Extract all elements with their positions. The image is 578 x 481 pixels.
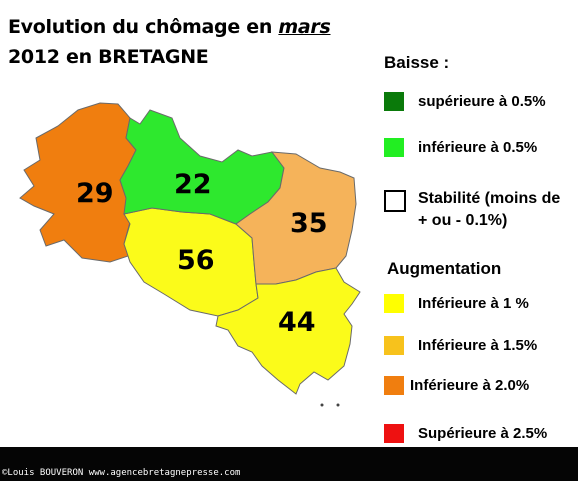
legend-item-baisse-inf: inférieure à 0.5%: [384, 138, 537, 157]
department-22[interactable]: [119, 109, 285, 225]
legend-swatch: [384, 92, 404, 111]
department-44[interactable]: [215, 267, 361, 395]
title-line-1: Evolution du chômage en mars: [8, 16, 331, 38]
label-35: 35: [290, 208, 328, 239]
legend-swatch: [384, 138, 404, 157]
legend-item-baisse-sup: supérieure à 0.5%: [384, 92, 546, 111]
legend-swatch: [384, 424, 404, 443]
legend-item-stabilite: Stabilité (moins de + ou - 0.1%): [384, 188, 560, 232]
brittany-map: 29 22 35 56 44: [19, 102, 361, 407]
title-line-2: 2012 en BRETAGNE: [8, 46, 209, 68]
label-56: 56: [177, 245, 215, 276]
legend-item-aug-2: Inférieure à 2.0%: [384, 376, 529, 395]
legend-swatch-outline: [384, 190, 406, 212]
legend-item-aug-1: Inférieure à 1 %: [384, 294, 529, 313]
legend-item-aug-1-5: Inférieure à 1.5%: [384, 336, 537, 355]
footer-bar: ©Louis BOUVERON www.agencebretagnepresse…: [0, 447, 578, 481]
label-29: 29: [76, 178, 114, 209]
credit-text: ©Louis BOUVERON www.agencebretagnepresse…: [2, 468, 241, 478]
label-22: 22: [174, 169, 212, 200]
legend-swatch: [384, 336, 404, 355]
label-44: 44: [278, 307, 316, 338]
legend-swatch: [384, 294, 404, 313]
island-dot: [336, 403, 340, 407]
legend-swatch: [384, 376, 404, 395]
island-dot: [320, 403, 324, 407]
legend-baisse-heading: Baisse :: [384, 53, 450, 72]
legend-item-aug-2-5: Supérieure à 2.5%: [384, 424, 547, 443]
title-month: mars: [278, 16, 331, 38]
map-title: Evolution du chômage en mars 2012 en BRE…: [8, 12, 331, 72]
legend-augmentation-heading: Augmentation: [387, 259, 502, 278]
